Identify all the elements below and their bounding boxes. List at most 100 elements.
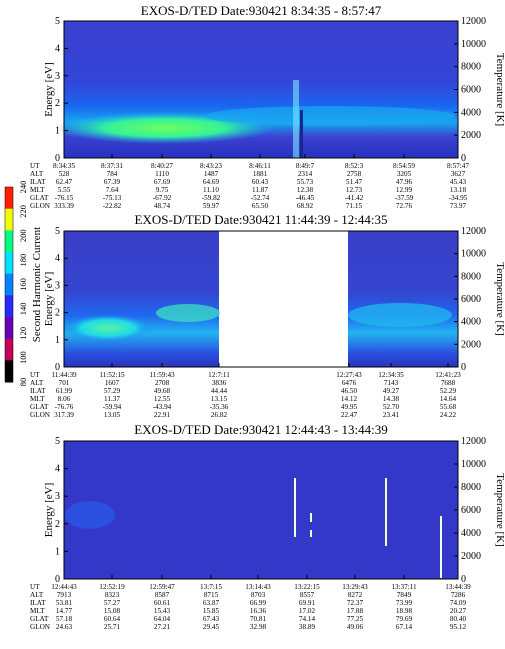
panel-2-table-cell: 22.91 <box>154 411 171 419</box>
panel-1-table-cell: 2314 <box>298 170 313 178</box>
panel-2-ytick-right-label: 10000 <box>461 249 486 260</box>
panel-1-ytick-right-label: 0 <box>461 153 466 164</box>
panel-1-table-cell: 59.97 <box>203 202 220 210</box>
panel-3-table-cell: 72.37 <box>347 599 364 607</box>
panel-2-table-row-label: ILAT <box>30 387 46 395</box>
panel-1-ylabel: Energy [eV] <box>43 62 55 116</box>
panel-3-table-cell: 57.27 <box>104 599 121 607</box>
panel-3-table-cell: 17.88 <box>347 607 364 615</box>
panel-1-table-cell: 12.99 <box>396 186 413 194</box>
panel-1-table-cell: 3627 <box>451 170 466 178</box>
panel-1-table-cell: 12.73 <box>346 186 363 194</box>
colorbar-swatch <box>5 295 13 318</box>
panel-2-ytick-right-label: 8000 <box>461 271 481 282</box>
panel-2-table-row-label: UT <box>30 371 40 379</box>
panel-1-table-cell: 67.39 <box>104 178 121 186</box>
panel-2-table-cell: -76.76 <box>55 403 74 411</box>
colorbar-tick-label: 160 <box>18 278 28 291</box>
panel-3-ytick-right-label: 6000 <box>461 505 481 516</box>
colorbar-tick-label: 240 <box>18 181 28 194</box>
colorbar-swatch <box>5 187 13 210</box>
panel-3-ytick-label: 2 <box>55 519 60 530</box>
panel-2-plot-area-right <box>348 231 458 367</box>
panel-1-table-cell: -67.92 <box>153 194 172 202</box>
panel-1-table-row-label: ALT <box>30 170 44 178</box>
panel-2-table-cell: 24.22 <box>440 411 457 419</box>
panel-1-table-cell: 8:52:3 <box>345 162 364 170</box>
panel-1-ytick-label: 5 <box>55 16 60 27</box>
panel-2-table-cell: 11:44:39 <box>51 371 77 379</box>
panel-3-table-cell: 38.89 <box>299 623 316 631</box>
panel-1-table-cell: 72.76 <box>396 202 413 210</box>
panel-3-table-cell: 13:29:43 <box>342 583 368 591</box>
panel-3-table-cell: 29.45 <box>203 623 220 631</box>
panel-2-ytick-label: 1 <box>55 335 60 346</box>
panel-2-plot-area-left <box>64 231 219 367</box>
panel-3-table-cell: 70.81 <box>250 615 267 623</box>
panel-3-table-row-label: GLON <box>30 623 51 631</box>
panel-2-table-row-label: GLON <box>30 411 51 419</box>
panel-1-table-cell: 784 <box>107 170 118 178</box>
panel-1-table-cell: 8:46:11 <box>249 162 271 170</box>
panel-1-table-cell: 11.87 <box>252 186 268 194</box>
panel-3-table-cell: 8557 <box>300 591 315 599</box>
colorbar-swatch <box>5 252 13 275</box>
panel-2-table-cell: 14.64 <box>440 395 457 403</box>
panel-3-table-cell: 80.40 <box>450 615 467 623</box>
panel-2-table-cell: 12:27:43 <box>336 371 362 379</box>
panel-3-table-cell: 13:22:15 <box>294 583 320 591</box>
panel-3-table-cell: 12:44:43 <box>51 583 77 591</box>
panel-1-spike-dark <box>300 110 303 158</box>
panel-1-table-cell: 55.73 <box>297 178 314 186</box>
panel-2-table-cell: 12:41:23 <box>435 371 461 379</box>
panel-3-table-cell: 66.99 <box>250 599 267 607</box>
panel-3-table-cell: 13:44:39 <box>445 583 471 591</box>
panel-3-ytick-right-label: 2000 <box>461 551 481 562</box>
panel-3-spike-2 <box>310 513 312 522</box>
panel-3-table-cell: 13:14:43 <box>245 583 271 591</box>
panel-2-table-cell: 44.44 <box>211 387 228 395</box>
panel-3-table-cell: 73.99 <box>396 599 413 607</box>
panel-2-ytick-label: 5 <box>55 226 60 237</box>
panel-3-ytick-label: 1 <box>55 546 60 557</box>
panel-1-table-cell: -46.45 <box>296 194 315 202</box>
panel-2-data-gap <box>219 231 348 367</box>
panel-3-table-cell: 15.08 <box>104 607 121 615</box>
panel-3-spike-3 <box>310 530 312 537</box>
panel-3-table-cell: 8715 <box>204 591 219 599</box>
panel-1-ytick-right-label: 6000 <box>461 85 481 96</box>
panel-1-table-cell: 2758 <box>347 170 362 178</box>
panel-1-table-cell: 9.75 <box>156 186 169 194</box>
panel-1-table-cell: 12.38 <box>297 186 314 194</box>
panel-1-table-cell: 65.50 <box>252 202 269 210</box>
colorbar-tick-label: 140 <box>18 303 28 316</box>
panel-2-table-cell: 2708 <box>155 379 170 387</box>
panel-2-table-cell: 14.38 <box>383 395 400 403</box>
panel-3-table-cell: 17.02 <box>299 607 316 615</box>
panel-2-table-cell: 701 <box>59 379 70 387</box>
panel-2-table-cell: 52.70 <box>383 403 400 411</box>
panel-1-table-cell: -22.82 <box>103 202 122 210</box>
panel-1-ytick-right-label: 10000 <box>461 39 486 50</box>
panel-2-table-cell: 6476 <box>342 379 357 387</box>
panel-3-table-cell: 12:59:47 <box>149 583 175 591</box>
panel-1-table-cell: 1487 <box>204 170 219 178</box>
panel-1-table-cell: -34.95 <box>449 194 468 202</box>
panel-3-ytick-right-label: 10000 <box>461 459 486 470</box>
panel-2-ytick-label: 4 <box>55 253 60 264</box>
panel-1-table-cell: -37.59 <box>395 194 414 202</box>
panel-2-table-cell: -59.94 <box>103 403 122 411</box>
panel-1-table-cell: 11.10 <box>203 186 219 194</box>
panel-3-table-cell: 8703 <box>251 591 266 599</box>
colorbar-tick-label: 180 <box>18 254 28 267</box>
panel-3-table-cell: 95.12 <box>450 623 467 631</box>
panel-3-table-cell: 64.04 <box>154 615 171 623</box>
panel-3-table-cell: 13:37:11 <box>391 583 417 591</box>
panel-1-table-cell: -76.15 <box>55 194 74 202</box>
panel-1-table-cell: 45.43 <box>450 178 467 186</box>
panel-1-table-row-label: GLON <box>30 202 51 210</box>
panel-2-table-cell: 8.06 <box>58 395 71 403</box>
panel-3-table-cell: 67.14 <box>396 623 413 631</box>
panel-2-table-cell: 3836 <box>212 379 227 387</box>
panel-2-table-cell: 46.50 <box>341 387 358 395</box>
